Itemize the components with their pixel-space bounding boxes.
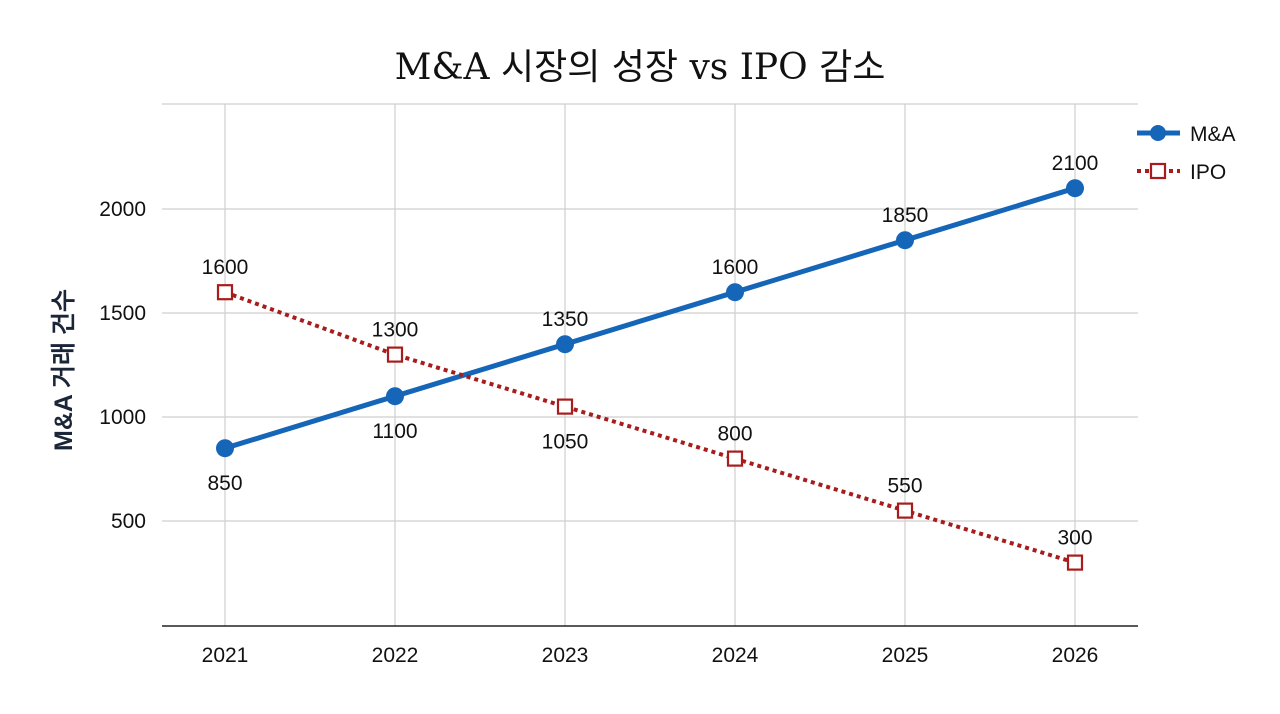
data-point-marker bbox=[726, 450, 744, 467]
x-tick-label: 2022 bbox=[372, 644, 419, 667]
data-point-marker bbox=[556, 398, 574, 415]
data-point-marker bbox=[1066, 179, 1084, 198]
data-label: 550 bbox=[887, 475, 922, 498]
data-label: 1350 bbox=[542, 308, 589, 331]
data-label: 850 bbox=[207, 472, 242, 495]
x-tick-label: 2024 bbox=[712, 644, 759, 667]
data-label: 1850 bbox=[882, 204, 929, 227]
x-tick-label: 2025 bbox=[882, 644, 929, 667]
legend-label: M&A bbox=[1190, 123, 1236, 146]
y-tick-label: 1500 bbox=[99, 302, 146, 325]
data-point-marker bbox=[386, 346, 404, 363]
series-line-ipo bbox=[224, 290, 1076, 565]
y-tick-label: 1000 bbox=[99, 406, 146, 429]
data-point-marker bbox=[556, 335, 574, 354]
legend-label: IPO bbox=[1190, 161, 1226, 184]
y-tick-label: 2000 bbox=[99, 198, 146, 221]
data-point-marker bbox=[896, 502, 914, 519]
data-label: 1050 bbox=[542, 431, 589, 454]
data-label: 1300 bbox=[372, 319, 419, 342]
data-label: 1600 bbox=[202, 256, 249, 279]
data-point-marker bbox=[896, 231, 914, 250]
legend-marker-square bbox=[1149, 162, 1167, 180]
x-tick-label: 2021 bbox=[202, 644, 249, 667]
legend-marker-circle bbox=[1150, 125, 1166, 141]
data-label: 800 bbox=[717, 423, 752, 446]
data-point-marker bbox=[1066, 554, 1084, 571]
data-point-marker bbox=[216, 439, 234, 458]
x-tick-label: 2026 bbox=[1052, 644, 1099, 667]
y-tick-label: 500 bbox=[111, 510, 146, 533]
data-point-marker bbox=[726, 283, 744, 302]
series-line-ma bbox=[224, 185, 1076, 451]
data-point-marker bbox=[386, 387, 404, 406]
data-label: 1600 bbox=[712, 256, 759, 279]
data-label: 300 bbox=[1057, 527, 1092, 550]
chart-title: M&A 시장의 성장 vs IPO 감소 bbox=[394, 47, 886, 88]
x-tick-label: 2023 bbox=[542, 644, 589, 667]
data-label: 2100 bbox=[1052, 152, 1099, 175]
data-label: 1100 bbox=[372, 420, 417, 443]
data-point-marker bbox=[216, 284, 234, 301]
